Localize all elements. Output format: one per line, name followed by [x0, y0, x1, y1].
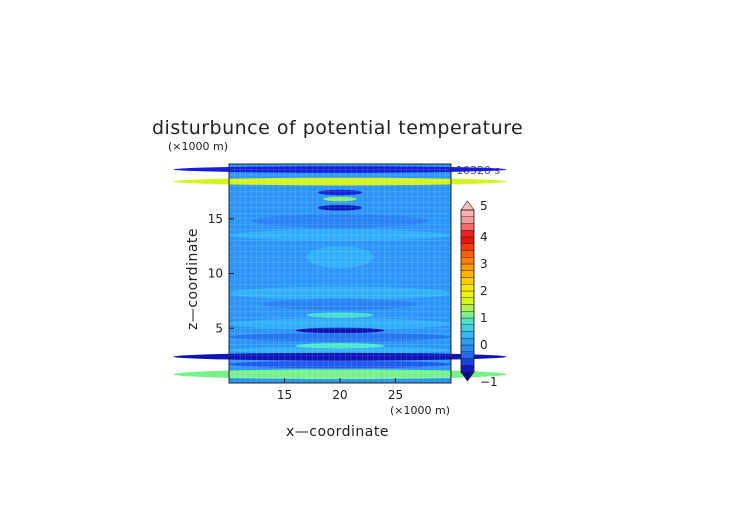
x-axis-label: x—coordinate — [286, 424, 389, 440]
colorbar-level — [460, 236, 475, 244]
colorbar-tick-label: −1 — [480, 375, 498, 389]
field-band — [173, 166, 507, 173]
y-tick-label: 10 — [208, 267, 223, 281]
colorbar-tick-label: 3 — [480, 257, 488, 271]
x-ticks: 15 20 25 — [277, 378, 403, 402]
field-lobe — [229, 318, 451, 330]
y-tick-label: 5 — [215, 321, 223, 335]
field-band — [323, 196, 357, 202]
colorbar-level — [460, 270, 475, 278]
field-lobe — [229, 332, 451, 342]
colorbar-level — [460, 365, 475, 373]
colorbar-extend-max — [460, 200, 475, 211]
colorbar-level — [460, 223, 475, 231]
colorbar-level — [460, 277, 475, 285]
colorbar-level — [460, 216, 475, 224]
colorbar-level — [460, 338, 475, 346]
field-lobe — [262, 298, 418, 310]
y-axis-label: z—coordinate — [185, 228, 201, 330]
field-lobe — [229, 229, 451, 241]
colorbar-level — [460, 304, 475, 312]
colorbar-tick-label: 5 — [480, 199, 488, 213]
field-lobe — [229, 286, 451, 300]
field-lobe — [229, 360, 451, 369]
x-tick-label: 15 — [277, 388, 292, 402]
field-lobe — [229, 346, 451, 354]
colorbar-level — [460, 209, 475, 217]
plot-area — [173, 164, 507, 383]
field-band — [173, 177, 507, 186]
x-unit-label: (×1000 m) — [390, 404, 450, 417]
colorbar-level — [460, 331, 475, 339]
gridlines — [229, 164, 451, 383]
chart-title: disturbunce of potential temperature — [152, 117, 523, 139]
x-tick-label: 25 — [388, 388, 403, 402]
colorbar-level — [460, 344, 475, 352]
colorbar-level — [460, 243, 475, 251]
field-band — [317, 205, 363, 211]
x-tick-label: 20 — [332, 388, 347, 402]
colorbar-level — [460, 351, 475, 359]
colorbar-level — [460, 311, 475, 319]
colorbar-level — [460, 317, 475, 325]
field-band — [173, 369, 507, 380]
colorbar-tick-label: 1 — [480, 311, 488, 325]
colorbar: −1 0 1 2 3 4 5 — [460, 199, 498, 389]
y-tick-label: 15 — [208, 212, 223, 226]
colorbar-tick-label: 2 — [480, 284, 488, 298]
colorbar-frame — [460, 209, 475, 373]
field-band — [295, 327, 385, 334]
colorbar-level — [460, 230, 475, 238]
field-band — [317, 189, 363, 196]
colorbar-level — [460, 257, 475, 265]
colorbar-level — [460, 297, 475, 305]
colorbar-tick-label: 0 — [480, 338, 488, 352]
y-ticks: 5 10 15 — [208, 212, 234, 335]
colorbar-level — [460, 290, 475, 298]
field-band — [306, 312, 374, 318]
field-lobe — [306, 246, 374, 269]
colorbar-level — [460, 284, 475, 292]
colorbar-level — [460, 263, 475, 271]
colorbar-level — [460, 324, 475, 332]
y-unit-label: (×1000 m) — [168, 140, 228, 153]
colorbar-level — [460, 250, 475, 258]
colorbar-level — [460, 358, 475, 366]
field-lobe — [251, 214, 429, 228]
field-band — [295, 343, 385, 349]
field-band — [173, 352, 507, 361]
colorbar-tick-label: 4 — [480, 230, 488, 244]
